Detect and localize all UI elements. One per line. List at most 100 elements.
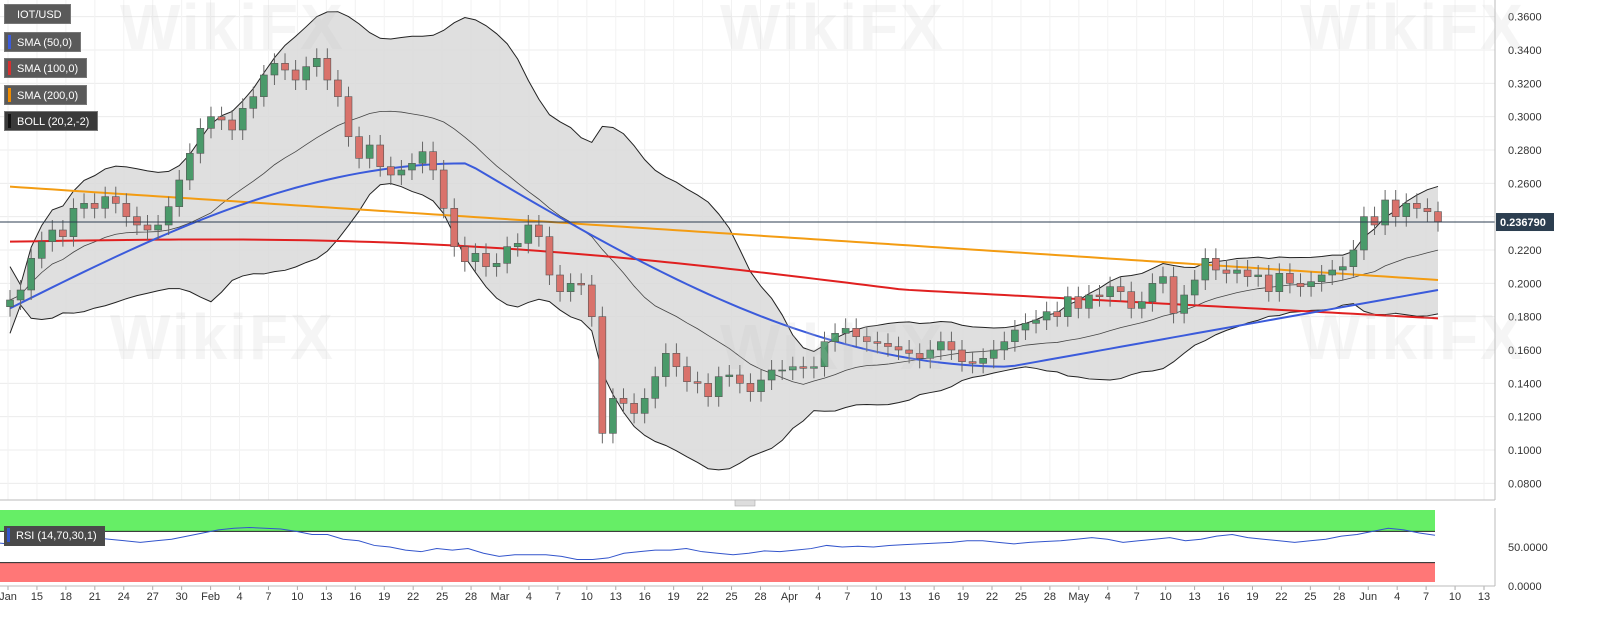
candle-body [757,379,765,392]
candle-body [207,116,215,129]
y-tick-label: 0.3200 [1508,78,1542,90]
x-tick-label: 13 [320,591,332,603]
candle-body [386,166,395,176]
x-tick-label: 13 [610,591,622,603]
current-price-tag [1496,213,1554,232]
x-tick-label: 19 [1246,591,1258,603]
candle-body [1275,273,1284,292]
y-tick-label: 0.2800 [1508,145,1542,157]
x-tick-label: 10 [581,591,593,603]
y-tick-label: 0.2000 [1508,278,1542,290]
candle-body [1381,199,1389,226]
candle-body [524,224,533,244]
candle-body [408,163,416,171]
x-tick-label: 15 [31,591,43,603]
candle-body [217,116,226,121]
x-tick-label: 22 [986,591,998,603]
x-tick-label: 25 [436,591,448,603]
x-tick-label: 28 [1333,591,1345,603]
x-tick-label: 22 [696,591,708,603]
legend-iot-usd[interactable]: IOT/USD [4,4,71,24]
candle-body [90,203,99,209]
x-tick-label: 7 [1134,591,1140,603]
candle-body [27,258,35,291]
candle-body [1085,294,1093,309]
x-tick-label: 7 [555,591,561,603]
candle-body [260,74,268,97]
candle-body [683,366,691,382]
sma50-line [9,162,1439,368]
x-tick-label: 30 [176,591,188,603]
candle-body [873,341,882,344]
candle-body [1391,199,1400,217]
x-tick-label: 13 [1478,591,1490,603]
legend-label: SMA (100,0) [17,63,79,75]
candle-body [418,151,427,164]
candle-body [461,246,469,262]
candle-body [810,366,818,369]
rsi-legend[interactable]: RSI (14,70,30,1) [4,526,105,546]
candle-body [397,169,406,176]
candle-body [376,144,385,167]
bollinger-mid-line [9,110,1439,385]
x-tick-label: 4 [1105,591,1111,603]
candle-body [1349,249,1358,267]
candle-body [746,383,755,392]
candle-body [1222,269,1231,274]
candle-body [1307,281,1315,287]
x-tick-label: 27 [147,591,159,603]
x-tick-label: 4 [236,591,242,603]
candle-body [1201,258,1210,281]
y-tick-label: 0.0800 [1508,478,1542,490]
candle-body [725,374,734,377]
candle-body [662,353,670,377]
candle-body [1370,216,1379,226]
candle-body [577,283,586,286]
legend-swatch [8,61,11,75]
legend-label: IOT/USD [17,9,62,21]
candle-body [862,336,871,342]
candle-body [1317,274,1326,282]
candle-body [1233,269,1241,274]
x-tick-label: 7 [844,591,850,603]
x-tick-label: 24 [118,591,130,603]
x-tick-label: 16 [1217,591,1229,603]
x-tick-label: 25 [1304,591,1316,603]
candle-body [1328,269,1337,276]
legend-sma200[interactable]: SMA (200,0) [4,85,88,105]
x-tick-label: 7 [265,591,271,603]
candle-body [767,369,776,381]
candle-body [630,403,638,414]
candle-body [1095,294,1104,297]
x-tick-label: 10 [1449,591,1461,603]
candle-body [186,153,194,181]
legend-sma100[interactable]: SMA (100,0) [4,58,88,78]
bollinger-lower-line [9,183,1439,471]
x-tick-label: 4 [1394,591,1400,603]
legend-boll[interactable]: BOLL (20,2,-2) [4,111,99,131]
sma100-line [9,238,1439,320]
y-tick-label: 0.1400 [1508,378,1542,390]
candle-body [513,243,522,247]
x-tick-label: May [1068,591,1089,603]
candle-body [1063,296,1072,317]
candle-body [831,333,839,342]
rsi-y-tick-label: 50.0000 [1508,542,1548,554]
candle-body [1159,276,1167,284]
legend-sma50[interactable]: SMA (50,0) [4,32,82,52]
x-tick-label: 22 [407,591,419,603]
x-tick-label: Feb [201,591,220,603]
candle-body [59,229,67,237]
legend-label: BOLL (20,2,-2) [17,116,90,128]
candle-body [1127,291,1136,309]
candle-body [355,136,363,159]
candle-body [1423,208,1432,212]
x-tick-label: Jan [0,591,17,603]
candle-body [587,284,596,317]
rsi-line [0,526,1436,560]
candle-body [48,229,57,242]
legend-swatch [8,88,11,102]
candle-body [1074,296,1083,309]
x-tick-label: 25 [1015,591,1027,603]
